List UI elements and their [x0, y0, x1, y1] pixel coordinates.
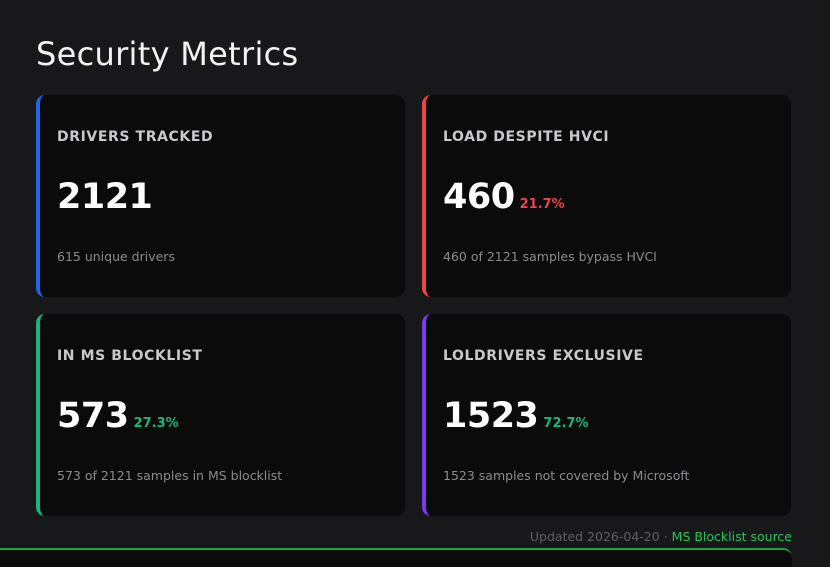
card-value-row: 2121 [57, 175, 153, 219]
card-label: DRIVERS TRACKED [57, 129, 214, 145]
card-value: 2121 [57, 177, 153, 217]
footer-updated: Updated 2026-04-20 · MS Blocklist source [530, 529, 792, 544]
card-label: IN MS BLOCKLIST [57, 348, 203, 364]
footer-separator: · [663, 529, 668, 544]
next-panel [0, 548, 792, 567]
card-subtext: 1523 samples not covered by Microsoft [443, 468, 690, 483]
card-value-row: 1523 72.7% [443, 394, 589, 438]
card-label: LOLDRIVERS EXCLUSIVE [443, 348, 644, 364]
card-value-row: 573 27.3% [57, 394, 179, 438]
ms-blocklist-source-link[interactable]: MS Blocklist source [671, 529, 792, 544]
card-value: 573 [57, 396, 129, 436]
drivers-tracked-card: DRIVERS TRACKED 2121 615 unique drivers [36, 95, 405, 297]
card-subtext: 615 unique drivers [57, 249, 175, 264]
page-title: Security Metrics [36, 35, 299, 73]
card-value-row: 460 21.7% [443, 175, 565, 219]
card-value: 1523 [443, 396, 539, 436]
card-percent: 21.7% [519, 197, 565, 212]
card-label: LOAD DESPITE HVCI [443, 129, 610, 145]
card-percent: 27.3% [133, 416, 179, 431]
card-subtext: 460 of 2121 samples bypass HVCI [443, 249, 657, 264]
card-subtext: 573 of 2121 samples in MS blocklist [57, 468, 283, 483]
load-despite-hvci-card: LOAD DESPITE HVCI 460 21.7% 460 of 2121 … [422, 95, 791, 297]
in-ms-blocklist-card: IN MS BLOCKLIST 573 27.3% 573 of 2121 sa… [36, 314, 405, 516]
updated-date: Updated 2026-04-20 [529, 529, 660, 544]
loldrivers-exclusive-card: LOLDRIVERS EXCLUSIVE 1523 72.7% 1523 sam… [422, 314, 791, 516]
card-value: 460 [443, 177, 515, 217]
card-percent: 72.7% [543, 416, 589, 431]
